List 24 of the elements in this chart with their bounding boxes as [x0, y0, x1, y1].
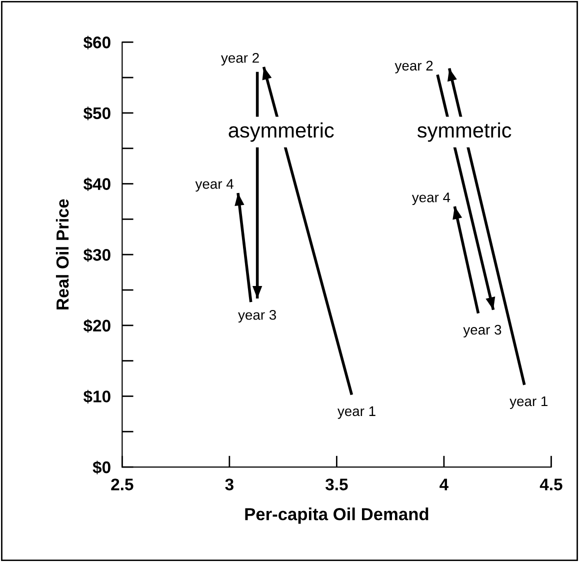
- annotation: year 3: [463, 324, 502, 338]
- annotation: asymmetric: [228, 122, 334, 142]
- annotation: year 4: [412, 192, 450, 206]
- x-tick-label: 3: [225, 478, 234, 490]
- x-tick-label: 2.5: [111, 478, 134, 490]
- annotation: year 4: [195, 179, 234, 192]
- y-tick-label: $30: [83, 248, 110, 262]
- y-tick-label: $40: [83, 177, 110, 192]
- x-tick-label: 4.5: [540, 478, 562, 490]
- y-tick-label: $60: [83, 36, 110, 50]
- annotation: year 2: [221, 52, 259, 66]
- y-tick-label: $20: [83, 319, 110, 333]
- x-axis-title: Per-capita Oil Demand: [245, 508, 428, 524]
- x-tick-label: 3.5: [325, 478, 348, 490]
- annotation: year 3: [238, 310, 276, 323]
- y-axis-title: Real Oil Price: [56, 199, 69, 310]
- x-tick-label: 4: [440, 478, 448, 490]
- y-tick-label: $50: [83, 106, 110, 120]
- y-tick-label: $10: [83, 390, 110, 404]
- annotation: year 1: [337, 406, 376, 419]
- y-tick-label: $0: [92, 460, 110, 474]
- annotation: symmetric: [417, 122, 512, 142]
- annotation: year 2: [394, 60, 433, 74]
- annotation: year 1: [510, 396, 548, 409]
